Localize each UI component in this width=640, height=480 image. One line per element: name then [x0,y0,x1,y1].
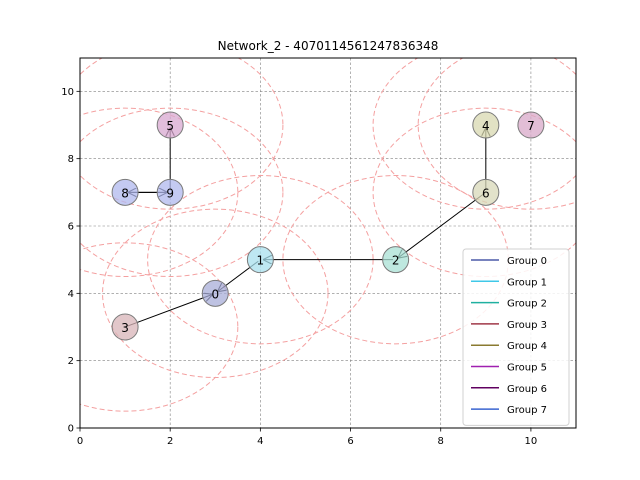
node-label-7: 7 [527,119,535,133]
node-4 [472,111,500,139]
node-label-1: 1 [257,254,265,268]
range-circle-3 [80,242,239,412]
node-label-4: 4 [482,119,490,133]
node-3 [111,313,139,341]
range-circle-8 [80,107,239,277]
nodes: 0 1 2 3 4 5 6 7 8 9 [111,111,545,341]
node-label-9: 9 [166,186,174,200]
node-2 [382,246,410,274]
edge-3-0 [127,294,213,327]
x-tick-label-2: 4 [257,436,263,447]
y-tick-label-4: 8 [68,154,74,165]
legend-label-0: Group 0 [507,256,547,267]
node-7 [517,111,545,139]
node-9 [156,178,184,206]
x-tick-label-0: 0 [77,436,83,447]
chart-title: Network_2 - 4070114561247836348 [218,39,439,53]
legend: Group 0 Group 1 Group 2 Group 3 Group 4 Group… [462,248,570,426]
legend-box [462,248,570,426]
node-label-6: 6 [482,186,490,200]
node-0 [201,279,229,307]
legend-label-2: Group 2 [507,299,547,310]
legend-label-3: Group 3 [507,320,547,331]
y-tick-label-2: 4 [68,289,74,300]
range-circle-7 [417,58,576,210]
y-tick-label-1: 2 [68,356,74,367]
node-label-8: 8 [121,186,129,200]
node-label-3: 3 [121,321,129,335]
range-circles [80,58,576,412]
legend-label-4: Group 4 [507,341,547,352]
y-tick-label-3: 6 [68,221,74,232]
range-circle-5 [80,58,284,210]
y-tick-label-5: 10 [61,87,74,98]
node-8 [111,178,139,206]
legend-label-5: Group 5 [507,363,547,374]
edge-6-2 [398,193,485,258]
x-tick-label-5: 10 [525,436,538,447]
node-label-2: 2 [392,254,400,268]
x-tick-label-4: 8 [438,436,444,447]
x-tick-label-3: 6 [347,436,353,447]
node-label-0: 0 [211,287,219,301]
range-circle-9 [80,107,284,277]
x-tick-label-1: 2 [167,436,173,447]
range-circle-4 [372,58,576,210]
legend-label-7: Group 7 [507,405,547,416]
node-6 [472,178,500,206]
node-5 [156,111,184,139]
legend-label-1: Group 1 [507,277,547,288]
plot-frame [79,57,577,429]
node-1 [246,246,274,274]
node-label-5: 5 [166,119,174,133]
y-tick-label-0: 0 [68,424,74,435]
legend-label-6: Group 6 [507,384,547,395]
